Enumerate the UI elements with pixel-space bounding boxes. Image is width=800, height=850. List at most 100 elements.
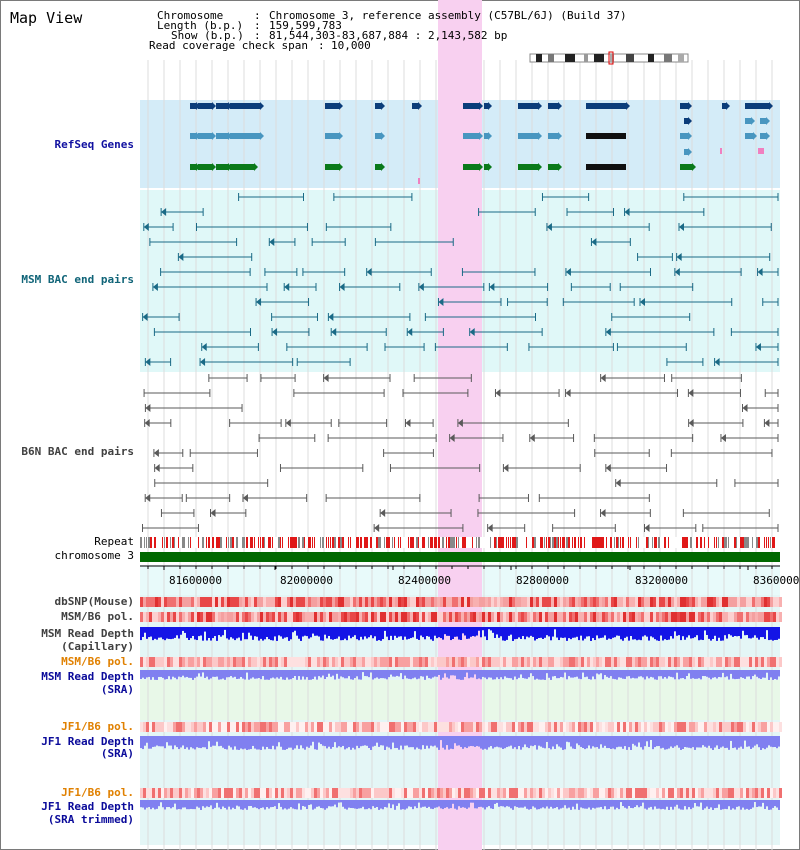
strip-cell bbox=[242, 657, 245, 667]
depth-bar bbox=[272, 670, 274, 678]
strip-cell bbox=[254, 612, 257, 622]
depth-bar bbox=[310, 736, 312, 746]
depth-bar bbox=[274, 736, 276, 750]
strip-cell bbox=[467, 788, 470, 798]
depth-bar bbox=[274, 627, 276, 637]
strip-cell bbox=[233, 657, 236, 667]
depth-bar bbox=[548, 800, 550, 809]
track-label-b6n-bac[interactable]: B6N BAC end pairs bbox=[21, 445, 134, 458]
depth-bar bbox=[386, 670, 388, 680]
msm-b6-pol-strip bbox=[140, 612, 782, 622]
strip-cell bbox=[560, 722, 563, 732]
chromosome-ideogram[interactable] bbox=[529, 51, 689, 65]
depth-bar bbox=[556, 736, 558, 745]
depth-bar bbox=[538, 670, 540, 680]
strip-cell bbox=[272, 722, 275, 732]
depth-bar bbox=[150, 800, 152, 810]
depth-bar bbox=[732, 627, 734, 637]
depth-bar bbox=[756, 627, 758, 638]
depth-bar bbox=[628, 736, 630, 748]
strip-cell bbox=[338, 612, 341, 622]
depth-bar bbox=[688, 627, 690, 636]
strip-cell bbox=[296, 597, 299, 607]
strip-cell bbox=[593, 612, 596, 622]
repeat-element bbox=[356, 537, 358, 548]
strip-cell bbox=[695, 612, 698, 622]
depth-bar bbox=[430, 627, 432, 640]
depth-bar bbox=[234, 627, 236, 641]
repeat-element bbox=[172, 537, 174, 548]
depth-bar bbox=[292, 736, 294, 750]
depth-bar bbox=[572, 800, 574, 807]
repeat-element bbox=[376, 537, 378, 548]
depth-bar bbox=[468, 800, 470, 808]
depth-bar bbox=[596, 627, 598, 636]
depth-bar bbox=[386, 736, 388, 747]
depth-bar bbox=[336, 800, 338, 808]
depth-bar bbox=[192, 670, 194, 680]
depth-bar bbox=[708, 800, 710, 809]
b6n-bac-end-pairs[interactable] bbox=[141, 374, 779, 532]
depth-bar bbox=[668, 627, 670, 640]
depth-bar bbox=[614, 736, 616, 750]
strip-cell bbox=[704, 597, 707, 607]
depth-bar bbox=[198, 627, 200, 637]
repeat-element bbox=[162, 537, 163, 548]
strip-cell bbox=[194, 597, 197, 607]
depth-bar bbox=[712, 800, 714, 810]
depth-bar bbox=[388, 627, 390, 641]
depth-bar bbox=[402, 627, 404, 640]
gene-block bbox=[760, 133, 766, 139]
strip-cell bbox=[245, 612, 248, 622]
refseq-gene-features[interactable] bbox=[190, 102, 773, 184]
strip-cell bbox=[326, 657, 329, 667]
strip-cell bbox=[698, 788, 701, 798]
axis-tick-label: 82000000 bbox=[280, 574, 333, 587]
depth-bar bbox=[240, 627, 242, 641]
depth-bar bbox=[426, 736, 428, 746]
strip-cell bbox=[704, 788, 707, 798]
depth-bar bbox=[534, 627, 536, 641]
depth-bar bbox=[272, 736, 274, 746]
strip-cell bbox=[353, 657, 356, 667]
depth-bar bbox=[626, 800, 628, 809]
show-value: 81,544,303-83,687,884 : 2,143,582 bp bbox=[269, 29, 508, 42]
depth-bar bbox=[510, 800, 512, 809]
depth-bar bbox=[554, 627, 556, 630]
depth-bar bbox=[436, 736, 438, 748]
depth-bar bbox=[536, 800, 538, 810]
strip-cell bbox=[677, 722, 680, 732]
strip-cell bbox=[689, 657, 692, 667]
colon: : bbox=[254, 19, 261, 32]
strip-cell bbox=[179, 722, 182, 732]
strip-cell bbox=[503, 597, 506, 607]
track-label-refseq-genes[interactable]: RefSeq Genes bbox=[54, 138, 134, 151]
strip-cell bbox=[380, 722, 383, 732]
track-label-msm-bac[interactable]: MSM BAC end pairs bbox=[21, 273, 134, 286]
depth-bar bbox=[356, 736, 358, 746]
strip-cell bbox=[512, 722, 515, 732]
depth-bar bbox=[322, 627, 324, 641]
depth-bar bbox=[192, 627, 194, 636]
gene-block-black bbox=[586, 164, 626, 170]
depth-bar bbox=[180, 670, 182, 678]
msm-bac-end-pairs[interactable] bbox=[142, 193, 779, 366]
jf1-b6-pol-strip bbox=[140, 722, 782, 732]
depth-bar bbox=[702, 670, 704, 677]
gene-block bbox=[463, 164, 479, 170]
depth-bar bbox=[692, 800, 694, 808]
strip-cell bbox=[380, 597, 383, 607]
strip-cell bbox=[236, 788, 239, 798]
depth-bar bbox=[324, 800, 326, 810]
strip-cell bbox=[185, 722, 188, 732]
depth-bar bbox=[574, 800, 576, 810]
strip-cell bbox=[344, 597, 347, 607]
strip-cell bbox=[764, 788, 767, 798]
strip-cell bbox=[719, 788, 722, 798]
depth-bar bbox=[600, 627, 602, 638]
strip-cell bbox=[209, 788, 212, 798]
repeat-element bbox=[384, 537, 385, 548]
depth-bar bbox=[444, 627, 446, 635]
gene-block bbox=[198, 103, 212, 109]
